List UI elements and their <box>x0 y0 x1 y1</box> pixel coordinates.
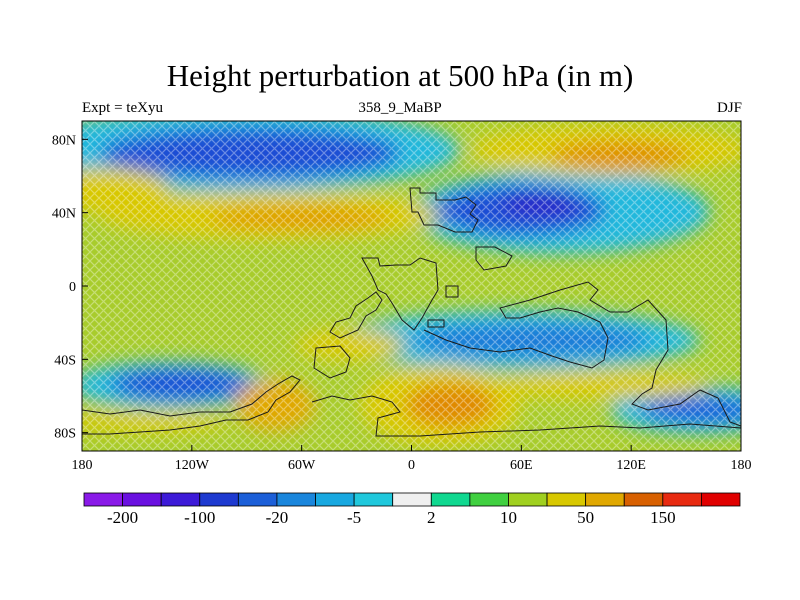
y-tick-label: 40N <box>52 207 76 222</box>
colorbar-swatch <box>353 492 394 507</box>
colorbar <box>83 492 741 507</box>
colorbar-swatch <box>237 492 278 507</box>
x-tick-label: 60E <box>510 458 533 473</box>
colorbar-level-label: 10 <box>499 508 517 527</box>
x-tick-label: 60W <box>288 458 316 473</box>
colorbar-swatch <box>469 492 509 507</box>
x-axis: 180 120W 60W 0 60E 120E 180 <box>72 445 752 473</box>
x-tick-label: 120E <box>616 458 646 473</box>
x-tick-label: 180 <box>731 458 752 473</box>
y-tick-label: 80S <box>54 427 76 442</box>
colorbar-swatch <box>122 492 162 507</box>
colorbar-level-label: -100 <box>184 508 216 527</box>
coastlines <box>82 187 741 437</box>
coastline-south-america-south <box>313 345 351 379</box>
colorbar-swatch <box>508 492 548 507</box>
y-tick-label: 80N <box>52 133 76 148</box>
colorbar-level-label: 150 <box>650 508 676 527</box>
colorbar-swatch <box>585 492 625 507</box>
season-label: DJF <box>716 100 742 116</box>
coastline-south-asia <box>475 246 513 271</box>
coastline-island <box>445 285 459 298</box>
coastline-south-america-north <box>329 291 383 339</box>
colorbar-swatch <box>199 492 239 507</box>
colorbar-swatch <box>623 492 664 507</box>
colorbar-level-label: -20 <box>265 508 289 527</box>
experiment-label: Expt = teXyu <box>82 100 163 116</box>
colorbar-swatch <box>546 492 587 507</box>
run-id-label: 358_9_MaBP <box>358 100 442 116</box>
chart-title: Height perturbation at 500 hPa (in m) <box>166 58 634 93</box>
colorbar-swatch <box>160 492 201 507</box>
coastline-madagascar <box>427 319 445 328</box>
colorbar-swatch <box>83 492 123 507</box>
coastline-oceania <box>423 281 741 427</box>
hatch-overlay <box>82 121 741 451</box>
colorbar-swatch <box>315 492 355 507</box>
coastline-eurasia <box>409 187 479 233</box>
colorbar-level-label: 50 <box>577 508 595 527</box>
colorbar-swatch <box>701 492 741 507</box>
x-tick-label: 0 <box>408 458 415 473</box>
colorbar-swatch <box>662 492 702 507</box>
colorbar-swatch <box>276 492 316 507</box>
x-tick-label: 120W <box>175 458 210 473</box>
coastline-antarctica-east <box>311 395 741 437</box>
y-axis: 80N 40N 0 40S 80S <box>52 133 88 442</box>
x-tick-label: 180 <box>72 458 93 473</box>
y-tick-label: 0 <box>69 280 76 295</box>
colorbar-level-label: -5 <box>347 508 362 527</box>
coastline-antarctica-west <box>82 375 301 435</box>
colorbar-swatch <box>392 492 432 507</box>
coastline-africa <box>361 257 439 331</box>
field-layer <box>82 121 741 451</box>
colorbar-swatch <box>430 492 471 507</box>
colorbar-level-label: -200 <box>106 508 139 527</box>
y-tick-label: 40S <box>54 353 76 368</box>
colorbar-level-label: 2 <box>427 508 436 527</box>
